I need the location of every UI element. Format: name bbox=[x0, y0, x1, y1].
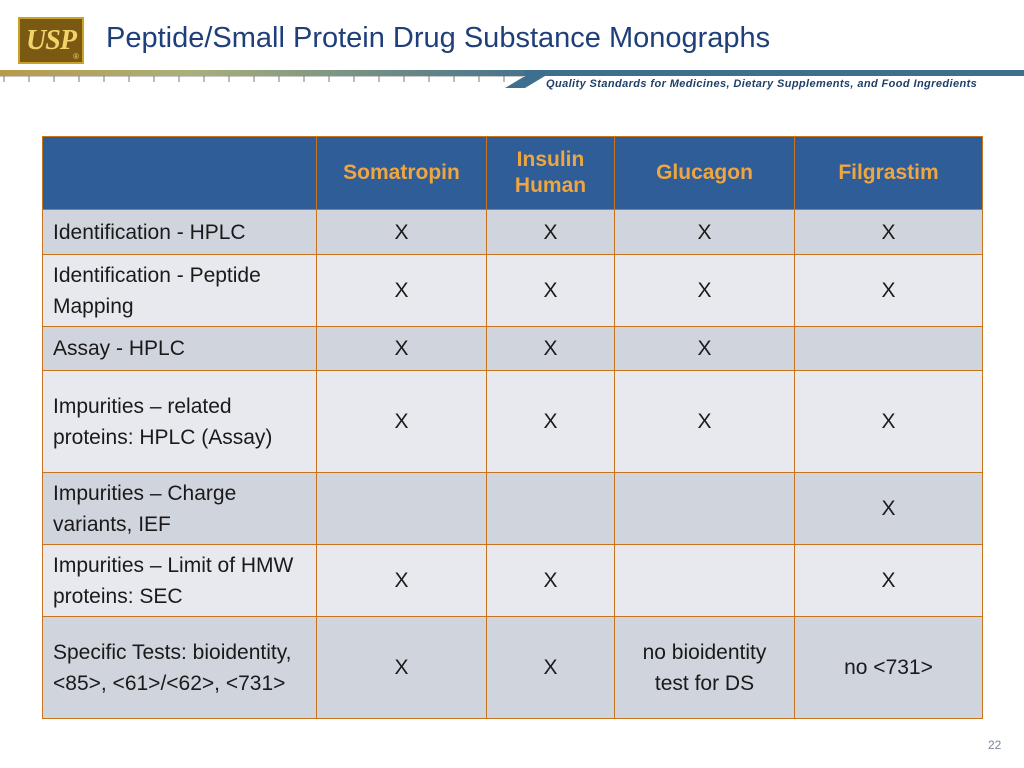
table-cell: X bbox=[794, 209, 983, 255]
column-header-insulin-human: Insulin Human bbox=[486, 136, 615, 210]
table-cell bbox=[794, 326, 983, 371]
table-row: Specific Tests: bioidentity, <85>, <61>/… bbox=[42, 616, 983, 719]
table-row: Impurities – related proteins: HPLC (Ass… bbox=[42, 370, 983, 473]
table-cell bbox=[614, 472, 795, 545]
row-label: Assay - HPLC bbox=[42, 326, 317, 371]
table-cell: X bbox=[794, 544, 983, 617]
table-cell: X bbox=[794, 254, 983, 327]
table-cell: X bbox=[614, 370, 795, 473]
table-cell: X bbox=[486, 544, 615, 617]
row-label: Identification - Peptide Mapping bbox=[42, 254, 317, 327]
table-cell bbox=[614, 544, 795, 617]
row-label: Identification - HPLC bbox=[42, 209, 317, 255]
table-cell: no bioidentity test for DS bbox=[614, 616, 795, 719]
table-cell: X bbox=[486, 326, 615, 371]
monograph-table: Somatropin Insulin Human Glucagon Filgra… bbox=[42, 136, 983, 719]
page-number: 22 bbox=[988, 738, 1002, 752]
table-cell: X bbox=[486, 616, 615, 719]
table-row: Identification - HPLC X X X X bbox=[42, 209, 983, 255]
logo-registered-mark: ® bbox=[73, 52, 79, 61]
table-cell: X bbox=[794, 472, 983, 545]
table-header-row: Somatropin Insulin Human Glucagon Filgra… bbox=[42, 136, 983, 210]
table-row: Impurities – Limit of HMW proteins: SEC … bbox=[42, 544, 983, 617]
row-label: Impurities – Charge variants, IEF bbox=[42, 472, 317, 545]
table-cell: X bbox=[486, 254, 615, 327]
table-cell: X bbox=[614, 326, 795, 371]
usp-logo: USP ® bbox=[18, 17, 84, 64]
table-row: Impurities – Charge variants, IEF X bbox=[42, 472, 983, 545]
header-bar bbox=[525, 70, 1024, 76]
table-cell: X bbox=[316, 544, 487, 617]
logo-text: USP bbox=[26, 24, 77, 56]
ruler-ticks bbox=[3, 76, 505, 82]
table-cell: X bbox=[614, 209, 795, 255]
table-row: Assay - HPLC X X X bbox=[42, 326, 983, 371]
ruler-decoration bbox=[0, 70, 545, 88]
column-header-empty bbox=[42, 136, 317, 210]
slide-title: Peptide/Small Protein Drug Substance Mon… bbox=[106, 22, 771, 54]
table-cell bbox=[486, 472, 615, 545]
row-label: Impurities – Limit of HMW proteins: SEC bbox=[42, 544, 317, 617]
column-header-somatropin: Somatropin bbox=[316, 136, 487, 210]
table-cell: X bbox=[614, 254, 795, 327]
table-row: Identification - Peptide Mapping X X X X bbox=[42, 254, 983, 327]
table-cell: X bbox=[316, 209, 487, 255]
table-cell: X bbox=[316, 254, 487, 327]
table-cell: X bbox=[316, 326, 487, 371]
table-cell: X bbox=[486, 370, 615, 473]
table-cell: X bbox=[316, 616, 487, 719]
usp-tagline: Quality Standards for Medicines, Dietary… bbox=[546, 78, 978, 90]
table-cell: no <731> bbox=[794, 616, 983, 719]
table-cell: X bbox=[486, 209, 615, 255]
table-cell: X bbox=[794, 370, 983, 473]
table-cell bbox=[316, 472, 487, 545]
row-label: Specific Tests: bioidentity, <85>, <61>/… bbox=[42, 616, 317, 719]
column-header-glucagon: Glucagon bbox=[614, 136, 795, 210]
table-cell: X bbox=[316, 370, 487, 473]
row-label: Impurities – related proteins: HPLC (Ass… bbox=[42, 370, 317, 473]
column-header-filgrastim: Filgrastim bbox=[794, 136, 983, 210]
